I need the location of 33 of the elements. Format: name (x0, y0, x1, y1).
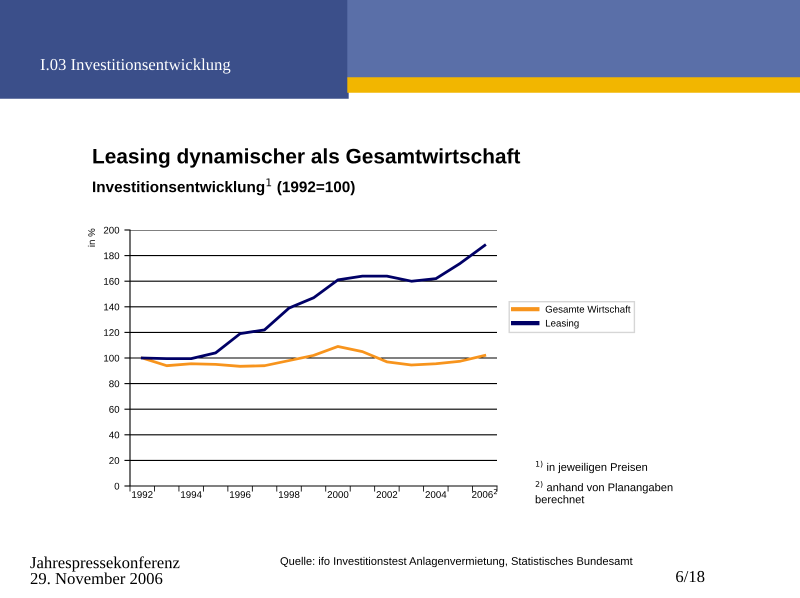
x-tick-label: 2002 (376, 491, 398, 498)
source-note: Quelle: ifo Investitionstest Anlagenvermietung, Statistisches Bundesamt (280, 556, 633, 568)
y-axis-title: in % (88, 228, 96, 246)
y-tick-label: 0 (114, 482, 120, 490)
x-tick-label: 1998 (278, 491, 300, 498)
y-tick-label: 60 (109, 406, 120, 413)
y-tick-label: 200 (104, 226, 120, 234)
x-tick-label: 2006$^{2}$ (472, 489, 497, 498)
text: $^{2)}$ anhand von Planangaben berechnet (536, 481, 672, 504)
line-series (140, 244, 486, 360)
x-tick-label: 1994 (181, 491, 202, 498)
text: Jahrespressekonferenz (30, 556, 180, 572)
line-series (140, 345, 486, 368)
chart-title: Leasing dynamischer als Gesamtwirtschaft (93, 148, 520, 168)
x-tick-label: 1996 (230, 491, 250, 498)
x-tick-label: 2000 (328, 491, 348, 498)
x-tick-label: 2004 (426, 491, 446, 498)
y-tick-label: 180 (104, 252, 120, 260)
chart-subtitle: Investitionsentwicklung$^{1}$ (1992=100) (93, 178, 355, 196)
x-tick-label: 1992 (132, 491, 153, 498)
text: $^{1)}$ in jeweiligen Preisen (536, 460, 648, 474)
text: 29. November 2006 (30, 572, 162, 584)
y-tick-label: 140 (104, 304, 120, 310)
legend-label: Gesamte Wirtschaft (546, 306, 630, 313)
y-tick-label: 100 (104, 354, 120, 362)
text: 6/18 (676, 570, 704, 582)
y-tick-label: 40 (108, 432, 120, 438)
y-tick-label: 80 (109, 380, 120, 388)
y-tick-label: 20 (109, 457, 120, 464)
y-tick-label: 120 (104, 329, 120, 336)
y-tick-label: 160 (104, 278, 120, 285)
text: I.03 Investitionsentwicklung (40, 58, 230, 74)
legend-label: Leasing (546, 319, 579, 329)
